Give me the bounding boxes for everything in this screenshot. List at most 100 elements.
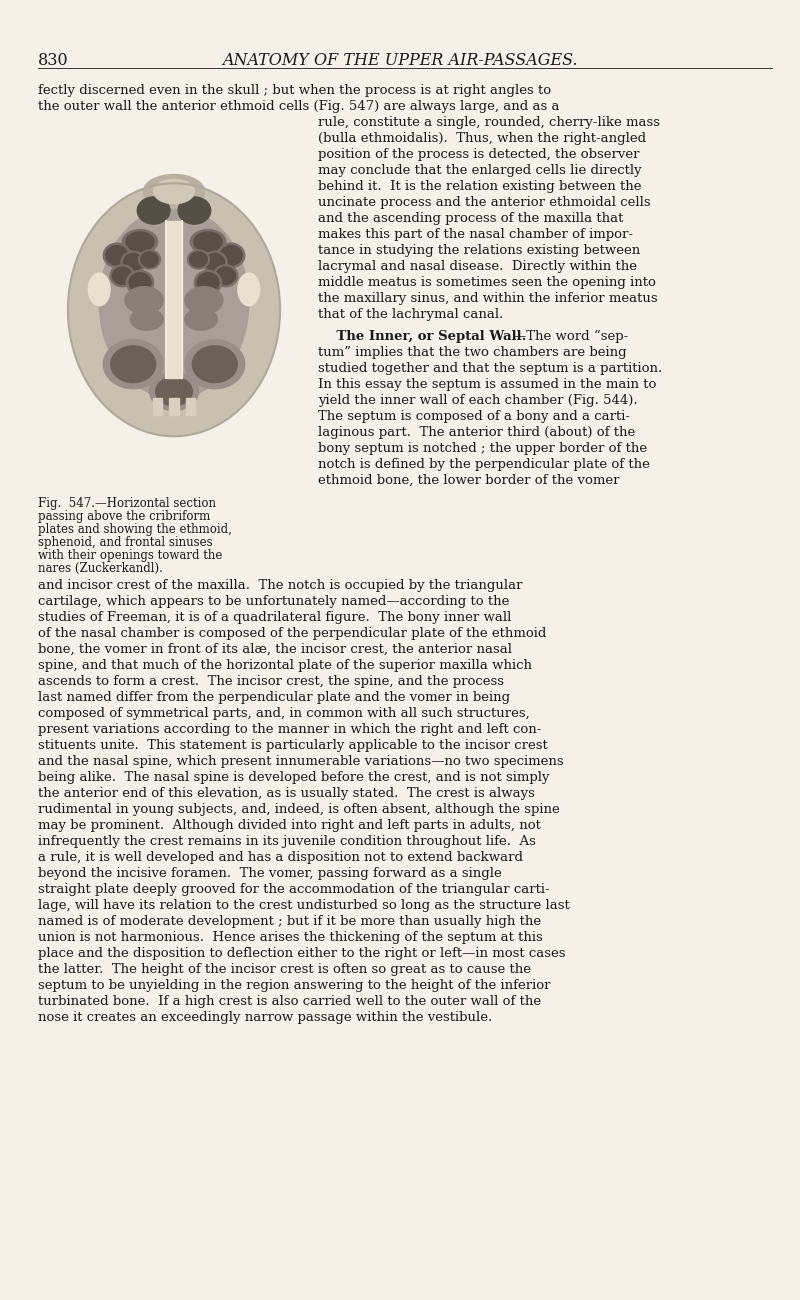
Text: with their openings toward the: with their openings toward the [38,549,222,562]
Ellipse shape [185,287,223,313]
Text: fectly discerned even in the skull ; but when the process is at right angles to: fectly discerned even in the skull ; but… [38,84,551,98]
Ellipse shape [110,265,134,287]
Ellipse shape [110,346,156,382]
Text: composed of symmetrical parts, and, in common with all such structures,: composed of symmetrical parts, and, in c… [38,707,530,720]
Bar [153,398,162,415]
Ellipse shape [126,270,154,295]
Text: ascends to form a crest.  The incisor crest, the spine, and the process: ascends to form a crest. The incisor cre… [38,675,504,688]
Text: tum” implies that the two chambers are being: tum” implies that the two chambers are b… [318,346,626,359]
Text: lage, will have its relation to the crest undisturbed so long as the structure l: lage, will have its relation to the cres… [38,900,570,913]
Text: ethmoid bone, the lower border of the vomer: ethmoid bone, the lower border of the vo… [318,474,619,488]
Text: of the nasal chamber is composed of the perpendicular plate of the ethmoid: of the nasal chamber is composed of the … [38,627,546,640]
Ellipse shape [218,243,245,268]
Ellipse shape [202,251,227,273]
Bar [170,398,178,415]
Ellipse shape [214,265,238,287]
Text: rule, constitute a single, rounded, cherry-like mass: rule, constitute a single, rounded, cher… [318,116,660,129]
Text: laginous part.  The anterior third (about) of the: laginous part. The anterior third (about… [318,426,635,439]
Text: —The word “sep-: —The word “sep- [513,330,628,343]
Ellipse shape [185,308,218,330]
Text: tance in studying the relations existing between: tance in studying the relations existing… [318,244,640,257]
Ellipse shape [141,252,158,266]
Ellipse shape [143,174,205,208]
Ellipse shape [130,308,163,330]
Bar [166,221,182,378]
Ellipse shape [99,208,249,398]
Text: studied together and that the septum is a partition.: studied together and that the septum is … [318,361,662,374]
Ellipse shape [220,246,242,265]
Text: the maxillary sinus, and within the inferior meatus: the maxillary sinus, and within the infe… [318,292,658,306]
Ellipse shape [69,185,279,436]
Text: and incisor crest of the maxilla.  The notch is occupied by the triangular: and incisor crest of the maxilla. The no… [38,578,522,592]
Ellipse shape [129,273,151,292]
Text: last named differ from the perpendicular plate and the vomer in being: last named differ from the perpendicular… [38,692,510,705]
Text: the outer wall the anterior ethmoid cells (Fig. 547) are always large, and as a: the outer wall the anterior ethmoid cell… [38,100,559,113]
Text: septum to be unyielding in the region answering to the height of the inferior: septum to be unyielding in the region an… [38,979,550,992]
Ellipse shape [187,250,210,269]
Ellipse shape [154,179,194,204]
Ellipse shape [192,346,238,382]
Ellipse shape [106,246,128,265]
Ellipse shape [197,273,219,292]
Text: may be prominent.  Although divided into right and left parts in adults, not: may be prominent. Although divided into … [38,819,541,832]
Ellipse shape [138,196,170,224]
Text: turbinated bone.  If a high crest is also carried well to the outer wall of the: turbinated bone. If a high crest is also… [38,994,541,1008]
Ellipse shape [194,270,222,295]
Text: notch is defined by the perpendicular plate of the: notch is defined by the perpendicular pl… [318,458,650,471]
Ellipse shape [138,250,160,269]
Ellipse shape [190,230,226,254]
Text: Fig.  547.—Horizontal section: Fig. 547.—Horizontal section [38,497,216,510]
Text: may conclude that the enlarged cells lie directly: may conclude that the enlarged cells lie… [318,164,642,177]
Text: and the nasal spine, which present innumerable variations—no two specimens: and the nasal spine, which present innum… [38,755,564,768]
Text: 830: 830 [38,52,69,69]
Text: makes this part of the nasal chamber of impor-: makes this part of the nasal chamber of … [318,227,633,240]
Text: being alike.  The nasal spine is developed before the crest, and is not simply: being alike. The nasal spine is develope… [38,771,550,784]
Text: studies of Freeman, it is of a quadrilateral figure.  The bony inner wall: studies of Freeman, it is of a quadrilat… [38,611,511,624]
Ellipse shape [194,231,222,252]
Text: bone, the vomer in front of its alæ, the incisor crest, the anterior nasal: bone, the vomer in front of its alæ, the… [38,644,512,656]
Text: middle meatus is sometimes seen the opening into: middle meatus is sometimes seen the open… [318,276,656,289]
Ellipse shape [216,266,235,285]
Text: The Inner, or Septal Wall.: The Inner, or Septal Wall. [318,330,526,343]
Text: position of the process is detected, the observer: position of the process is detected, the… [318,148,639,161]
Ellipse shape [190,252,207,266]
Ellipse shape [178,196,210,224]
Text: infrequently the crest remains in its juvenile condition throughout life.  As: infrequently the crest remains in its ju… [38,835,536,848]
Text: The septum is composed of a bony and a carti-: The septum is composed of a bony and a c… [318,410,630,422]
Bar [186,398,195,415]
Text: uncinate process and the anterior ethmoidal cells: uncinate process and the anterior ethmoi… [318,196,650,209]
Ellipse shape [238,273,260,306]
Text: rudimental in young subjects, and, indeed, is often absent, although the spine: rudimental in young subjects, and, indee… [38,803,560,816]
Text: ANATOMY OF THE UPPER AIR-PASSAGES.: ANATOMY OF THE UPPER AIR-PASSAGES. [222,52,578,69]
Text: In this essay the septum is assumed in the main to: In this essay the septum is assumed in t… [318,378,656,391]
Text: a rule, it is well developed and has a disposition not to extend backward: a rule, it is well developed and has a d… [38,852,523,864]
Ellipse shape [113,266,132,285]
Ellipse shape [185,339,245,389]
Ellipse shape [150,372,198,411]
Text: cartilage, which appears to be unfortunately named—according to the: cartilage, which appears to be unfortuna… [38,595,510,608]
Ellipse shape [156,377,192,406]
Text: stituents unite.  This statement is particularly applicable to the incisor crest: stituents unite. This statement is parti… [38,738,548,751]
Ellipse shape [123,254,143,270]
Text: the latter.  The height of the incisor crest is often so great as to cause the: the latter. The height of the incisor cr… [38,963,531,976]
Text: the anterior end of this elevation, as is usually stated.  The crest is always: the anterior end of this elevation, as i… [38,786,535,800]
Ellipse shape [121,251,146,273]
Ellipse shape [125,287,163,313]
Ellipse shape [103,339,163,389]
Text: (bulla ethmoidalis).  Thus, when the right-angled: (bulla ethmoidalis). Thus, when the righ… [318,133,646,146]
Text: that of the lachrymal canal.: that of the lachrymal canal. [318,308,503,321]
Ellipse shape [205,254,225,270]
Ellipse shape [88,273,110,306]
Text: beyond the incisive foramen.  The vomer, passing forward as a single: beyond the incisive foramen. The vomer, … [38,867,502,880]
Text: nose it creates an exceedingly narrow passage within the vestibule.: nose it creates an exceedingly narrow pa… [38,1011,492,1024]
Text: bony septum is notched ; the upper border of the: bony septum is notched ; the upper borde… [318,442,647,455]
Ellipse shape [122,230,158,254]
Text: passing above the cribriform: passing above the cribriform [38,510,210,523]
Text: and the ascending process of the maxilla that: and the ascending process of the maxilla… [318,212,623,225]
Text: straight plate deeply grooved for the accommodation of the triangular carti-: straight plate deeply grooved for the ac… [38,883,550,896]
Text: present variations according to the manner in which the right and left con-: present variations according to the mann… [38,723,542,736]
Text: nares (Zuckerkandl).: nares (Zuckerkandl). [38,562,163,575]
Text: place and the disposition to deflection either to the right or left—in most case: place and the disposition to deflection … [38,946,566,959]
Text: sphenoid, and frontal sinuses: sphenoid, and frontal sinuses [38,536,213,549]
Text: yield the inner wall of each chamber (Fig. 544).: yield the inner wall of each chamber (Fi… [318,394,638,407]
